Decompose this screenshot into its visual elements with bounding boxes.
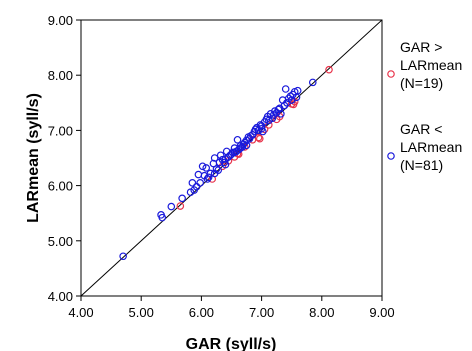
legend: GAR > LARmean (N=19) GAR < LARmean (N=81) xyxy=(387,39,462,173)
data-point xyxy=(281,85,290,93)
x-tick-label: 9.00 xyxy=(369,305,394,320)
data-point xyxy=(236,144,245,152)
legend-marker xyxy=(387,152,395,160)
x-axis-ticks: 4.00 5.00 6.00 7.00 8.00 9.00 xyxy=(68,296,395,320)
legend-label: (N=81) xyxy=(400,157,443,173)
data-point xyxy=(202,164,211,172)
x-tick-label: 6.00 xyxy=(189,305,214,320)
y-tick-label: 9.00 xyxy=(48,13,73,28)
y-tick-label: 7.00 xyxy=(48,123,73,138)
x-tick-label: 8.00 xyxy=(309,305,334,320)
x-axis-title: GAR (syll/s) xyxy=(186,336,277,351)
data-point xyxy=(196,179,204,187)
data-point xyxy=(158,213,167,222)
data-point xyxy=(230,148,239,157)
y-tick-label: 5.00 xyxy=(48,234,73,249)
legend-item-1: GAR > LARmean (N=19) xyxy=(387,39,462,91)
data-point xyxy=(119,252,127,261)
data-point xyxy=(198,162,207,171)
data-point xyxy=(233,135,242,144)
data-point xyxy=(242,141,251,150)
legend-label: LARmean xyxy=(400,139,462,155)
y-tick-label: 8.00 xyxy=(48,68,73,83)
legend-item-2: GAR < LARmean (N=81) xyxy=(387,121,462,173)
data-point xyxy=(188,179,197,187)
legend-label: LARmean xyxy=(400,57,462,73)
data-point xyxy=(254,133,263,142)
data-point xyxy=(178,194,186,203)
data-points xyxy=(119,65,333,261)
data-point xyxy=(176,202,185,210)
x-tick-label: 5.00 xyxy=(129,305,154,320)
data-point xyxy=(221,160,230,169)
data-point xyxy=(325,65,333,74)
data-point xyxy=(257,124,266,133)
legend-label: GAR > xyxy=(400,39,442,55)
x-tick-label: 4.00 xyxy=(68,305,93,320)
data-point xyxy=(277,110,285,118)
data-point xyxy=(203,175,212,183)
x-tick-label: 7.00 xyxy=(249,305,274,320)
legend-label: (N=19) xyxy=(400,75,443,91)
data-point xyxy=(274,105,283,114)
data-point xyxy=(255,134,264,143)
data-point xyxy=(268,114,277,123)
data-point xyxy=(167,202,176,211)
data-point xyxy=(204,173,213,182)
data-point xyxy=(206,169,215,178)
data-point xyxy=(210,154,219,162)
data-point xyxy=(216,151,225,160)
y-axis-ticks: 4.00 5.00 6.00 7.00 8.00 9.00 xyxy=(48,13,81,304)
legend-marker xyxy=(387,70,395,78)
data-point xyxy=(293,86,302,95)
plot-area: 4.00 5.00 6.00 7.00 8.00 9.00 4.00 5.00 6.00 7.0… xyxy=(48,13,395,320)
y-axis-title: LARmean (syll/s) xyxy=(25,93,42,223)
data-point xyxy=(308,78,317,87)
legend-label: GAR < xyxy=(400,121,442,137)
data-point xyxy=(210,169,219,178)
y-tick-label: 6.00 xyxy=(48,179,73,194)
series-2-points xyxy=(119,78,317,261)
y-tick-label: 4.00 xyxy=(48,289,73,304)
